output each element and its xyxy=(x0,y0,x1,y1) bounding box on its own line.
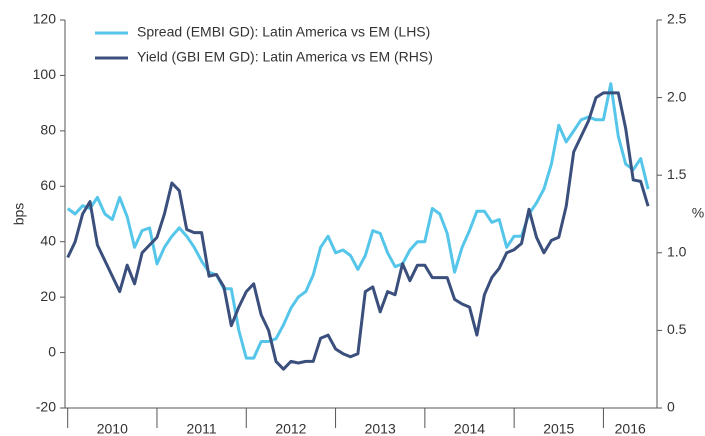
y-tick-label: 0 xyxy=(48,343,56,359)
y2-tick-label: 1.0 xyxy=(667,244,687,260)
series-line xyxy=(66,82,650,360)
y2-axis-label: % xyxy=(692,205,704,221)
y-tick-label: 120 xyxy=(33,11,57,27)
x-tick-label: 2012 xyxy=(275,421,306,436)
x-tick-label: 2015 xyxy=(543,421,574,436)
x-tick-label: 2016 xyxy=(615,421,646,436)
x-tick-label: 2013 xyxy=(365,421,396,436)
series-line xyxy=(66,91,650,371)
y2-tick-label: 2.0 xyxy=(667,88,687,104)
y-axis-label: bps xyxy=(11,203,27,226)
y-tick-label: -20 xyxy=(36,399,56,415)
legend-label: Spread (EMBI GD): Latin America vs EM (L… xyxy=(137,24,430,40)
x-tick-label: 2010 xyxy=(97,421,128,436)
y-tick-label: 100 xyxy=(33,66,57,82)
y2-tick-label: 2.5 xyxy=(667,11,687,27)
y-tick-label: 80 xyxy=(40,122,56,138)
x-tick-label: 2011 xyxy=(187,421,217,436)
y-tick-label: 20 xyxy=(40,288,56,304)
y2-tick-label: 0.5 xyxy=(667,321,687,337)
y2-tick-label: 0 xyxy=(667,399,675,415)
y2-tick-label: 1.5 xyxy=(667,166,687,182)
y-tick-label: 60 xyxy=(40,177,56,193)
y-tick-label: 40 xyxy=(40,232,56,248)
legend-label: Yield (GBI EM GD): Latin America vs EM (… xyxy=(137,49,433,65)
x-tick-label: 2014 xyxy=(454,421,485,436)
